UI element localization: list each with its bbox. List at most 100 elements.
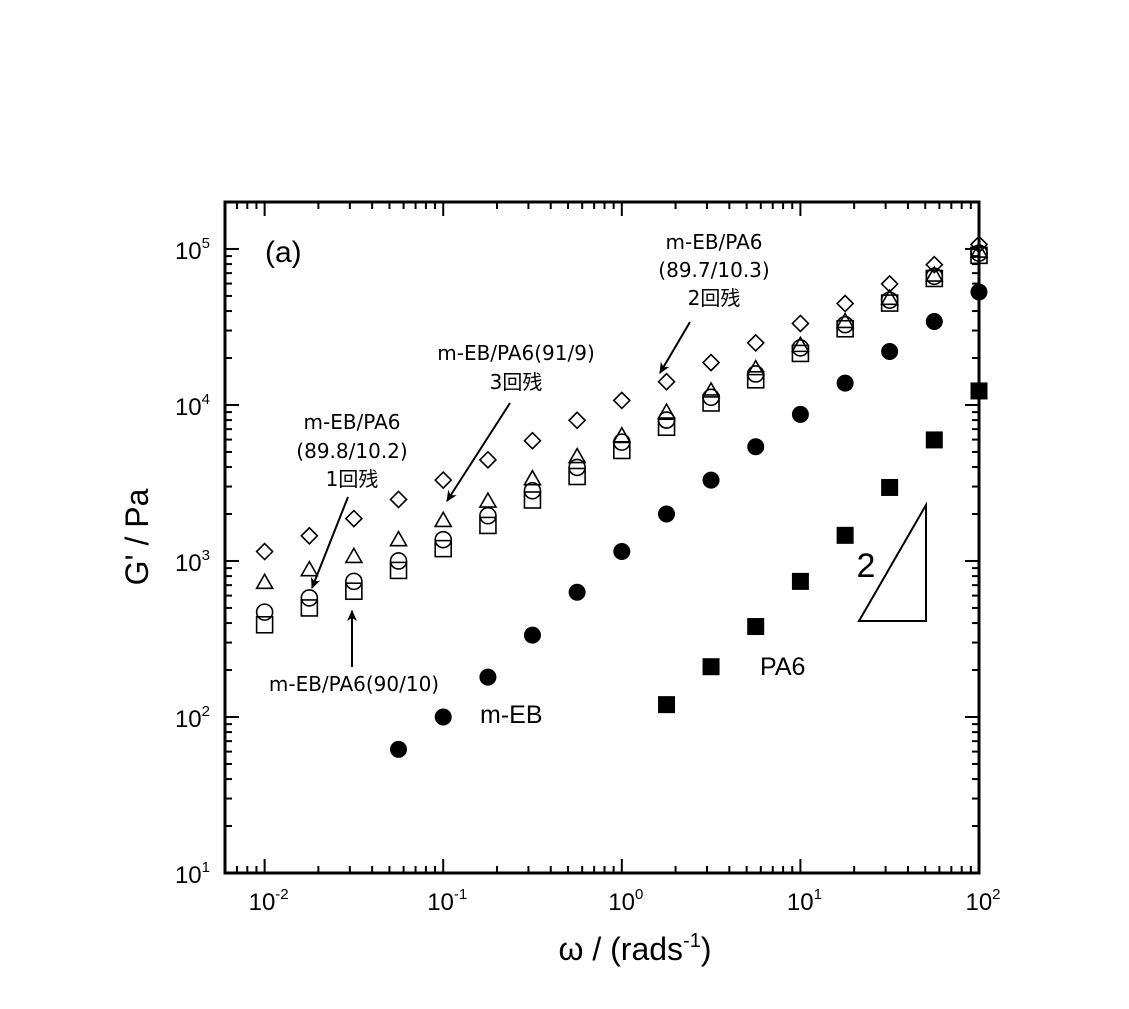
annotation-2-line-3: 2回残 [688, 286, 741, 310]
data-point-square-filled [970, 382, 988, 400]
data-point-triangle-open [389, 530, 408, 547]
data-point-triangle-open [433, 510, 453, 528]
data-point-square-filled [836, 526, 854, 544]
annotation-3-line-1: m-EB/PA6(91/9) [437, 341, 595, 365]
y-tick-label: 103 [175, 547, 210, 577]
data-point-square-open [479, 516, 497, 535]
data-point-diamond-open [701, 353, 721, 372]
data-point-square-open [970, 246, 988, 265]
data-point-circle-filled [836, 374, 854, 392]
data-point-circle-filled [434, 708, 452, 726]
data-point-square-open [702, 394, 720, 412]
data-point-square-filled [747, 618, 765, 636]
data-point-square-filled [881, 478, 899, 496]
data-point-circle-open [434, 530, 453, 549]
data-point-circle-filled [702, 471, 720, 489]
data-point-diamond-open [612, 391, 631, 410]
data-point-triangle-open [255, 572, 274, 590]
annotation-2-line-2: (89.7/10.3) [658, 258, 769, 282]
data-point-square-open [836, 319, 854, 338]
data-point-diamond-open [925, 255, 944, 274]
data-point-triangle-open [478, 491, 498, 508]
data-point-circle-filled [881, 343, 899, 361]
data-point-square-open [300, 599, 319, 617]
annotation-2-residue: m-EB/PA6 (89.7/10.3) 2回残 [658, 230, 770, 374]
y-tick-label: 102 [175, 703, 210, 733]
data-point-square-open [657, 418, 676, 437]
annotation-3-residue: m-EB/PA6(91/9) 3回残 [437, 341, 595, 502]
data-point-circle-open [523, 481, 542, 500]
data-point-square-open [746, 370, 765, 389]
data-point-square-open [345, 582, 363, 601]
data-point-square-open [523, 491, 542, 509]
data-point-diamond-open [300, 526, 319, 545]
data-point-triangle-open [299, 560, 319, 577]
data-point-diamond-open [434, 470, 453, 490]
data-markers [255, 235, 989, 758]
annotation-2-line-1: m-EB/PA6 [666, 230, 763, 254]
data-point-circle-filled [747, 438, 765, 456]
y-axis-title: G' / Pa [119, 488, 155, 585]
x-tick-label: 10-2 [249, 886, 289, 916]
annotation-1-arrow [311, 496, 349, 589]
data-point-circle-filled [390, 740, 408, 758]
data-point-square-filled [658, 696, 676, 714]
data-point-circle-filled [613, 543, 631, 561]
data-point-triangle-open [344, 546, 364, 564]
data-point-diamond-open [969, 235, 989, 254]
annotation-3-arrow [446, 402, 511, 502]
data-point-square-open [613, 441, 631, 460]
data-point-circle-open [345, 572, 363, 591]
data-point-circle-filled [791, 405, 809, 423]
data-point-circle-filled [568, 583, 586, 601]
x-tick-label: 10-1 [427, 886, 467, 916]
data-point-triangle-open [969, 241, 989, 258]
data-point-circle-open [255, 603, 274, 621]
slope-triangle [857, 501, 927, 622]
y-tick-label: 105 [175, 235, 210, 265]
annotation-1-line-2: (89.8/10.2) [296, 439, 407, 463]
annotation-3-line-2: 3回残 [490, 370, 543, 394]
panel-label: (a) [265, 236, 302, 269]
data-point-triangle-open [657, 402, 676, 419]
data-point-square-filled [791, 572, 809, 590]
x-tick-label: 102 [965, 886, 1000, 916]
x-axis-tick-labels: 10-2 10-1 100 101 102 [249, 886, 1001, 916]
annotation-90-10: m-EB/PA6(90/10) [269, 610, 439, 696]
y-tick-label: 101 [175, 859, 210, 889]
data-point-square-open [925, 269, 944, 288]
data-point-triangle-open [880, 288, 900, 306]
data-point-square-open [568, 467, 586, 486]
data-point-square-open [434, 539, 453, 558]
data-point-circle-filled [479, 668, 497, 686]
annotation-1-residue: m-EB/PA6 (89.8/10.2) 1回残 [296, 410, 408, 589]
data-point-square-open [880, 294, 899, 312]
data-point-triangle-open [791, 335, 810, 353]
data-point-circle-open [300, 589, 319, 607]
data-point-diamond-open [255, 542, 274, 561]
data-point-diamond-open [478, 450, 498, 469]
series-label-m-eb: m-EB [480, 701, 543, 729]
annotation-90-10-line-1: m-EB/PA6(90/10) [269, 672, 439, 696]
data-point-diamond-open [344, 509, 363, 528]
data-point-diamond-open [835, 294, 855, 313]
x-axis-title: ω / (rads-1) [558, 930, 711, 967]
data-point-circle-filled [523, 626, 541, 644]
y-axis-ticks [225, 201, 979, 874]
slope-label: 2 [857, 547, 876, 585]
annotation-1-line-3: 1回残 [326, 467, 379, 491]
annotation-2-arrow [659, 321, 691, 374]
data-point-diamond-open [657, 372, 676, 391]
data-point-square-open [255, 615, 274, 634]
annotation-1-line-1: m-EB/PA6 [304, 410, 401, 434]
x-tick-label: 101 [787, 886, 822, 916]
series-label-pa6: PA6 [760, 653, 805, 681]
data-point-diamond-open [523, 431, 542, 450]
data-point-circle-open [568, 458, 586, 477]
data-point-circle-open [657, 411, 676, 429]
data-point-circle-open [479, 506, 497, 525]
data-point-circle-open [389, 552, 408, 570]
x-axis-ticks [224, 202, 980, 873]
data-point-circle-filled [970, 283, 988, 301]
